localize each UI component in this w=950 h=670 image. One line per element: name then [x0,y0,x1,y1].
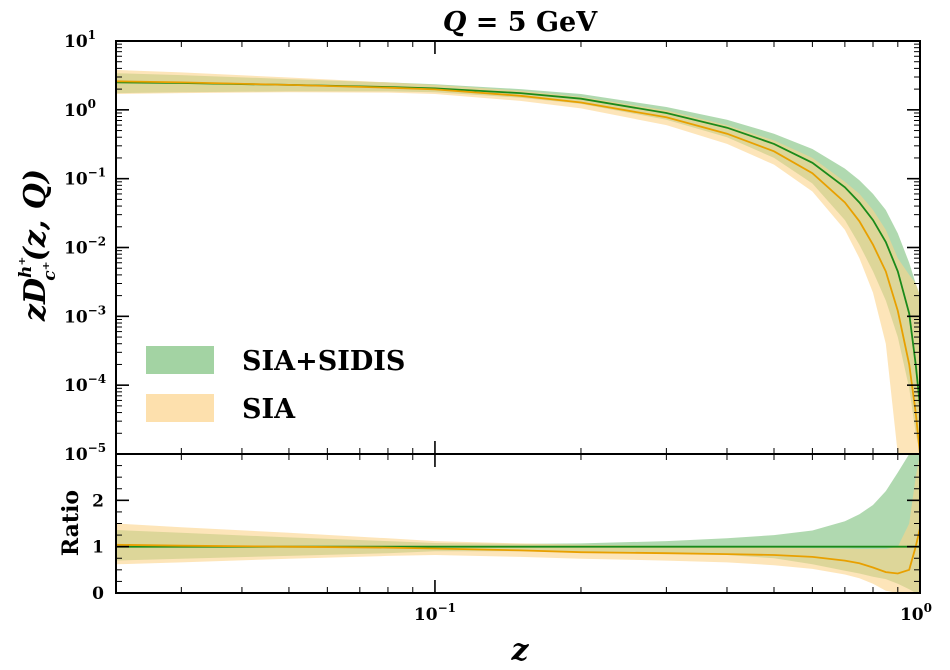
x-tick-label: 100 [900,601,932,625]
ylabel-post: (z, Q) [18,169,53,261]
main-line-sia-sidis [115,81,921,406]
main-y-axis-label: zDh⁺ c⁺(z, Q) [16,169,60,322]
ratio-panel-frame [115,453,921,594]
ratio-line-sia [115,527,921,575]
ylabel-sub: c⁺ [40,261,60,280]
x-axis-label: z [510,633,529,668]
main-line-sia [115,80,921,455]
legend: SIA+SIDIS SIA [146,346,405,425]
legend-label-sia-sidis: SIA+SIDIS [242,346,405,377]
ratio-panel: 0 1 2 10−1 100 [92,453,932,625]
ratio-band-sia-sidis [116,454,920,593]
ylabel-sup: h⁺ [16,257,36,278]
legend-swatch-sia-sidis [146,346,214,374]
ratio-y-tick-label: 1 [92,538,104,558]
ratio-y-axis-label: Ratio [58,490,84,556]
x-tick-label: 10−1 [414,601,456,625]
legend-swatch-sia [146,394,214,422]
main-panel-frame [115,40,921,455]
main-band-sia-sidis [116,73,920,454]
ratio-y-tick-label: 2 [92,491,104,511]
legend-label-sia: SIA [242,394,296,425]
ratio-y-tick-label: 0 [92,584,104,604]
ratio-band-sia [116,454,920,593]
main-y-tick-label: 10−5 [64,441,106,465]
main-y-tick-label: 10−4 [64,372,106,396]
main-y-tick-label: 10−1 [64,166,106,190]
main-y-tick-label: 100 [64,97,96,121]
title-variable: Q [443,7,467,38]
ylabel-pre: zD [18,278,53,322]
main-y-tick-label: 10−2 [64,235,106,259]
chart-title: Q = 5 GeV [443,7,598,38]
main-band-sia [116,69,920,455]
title-rest: = 5 GeV [466,7,598,38]
main-y-tick-label: 101 [64,28,96,52]
main-y-tick-label: 10−3 [64,303,106,327]
